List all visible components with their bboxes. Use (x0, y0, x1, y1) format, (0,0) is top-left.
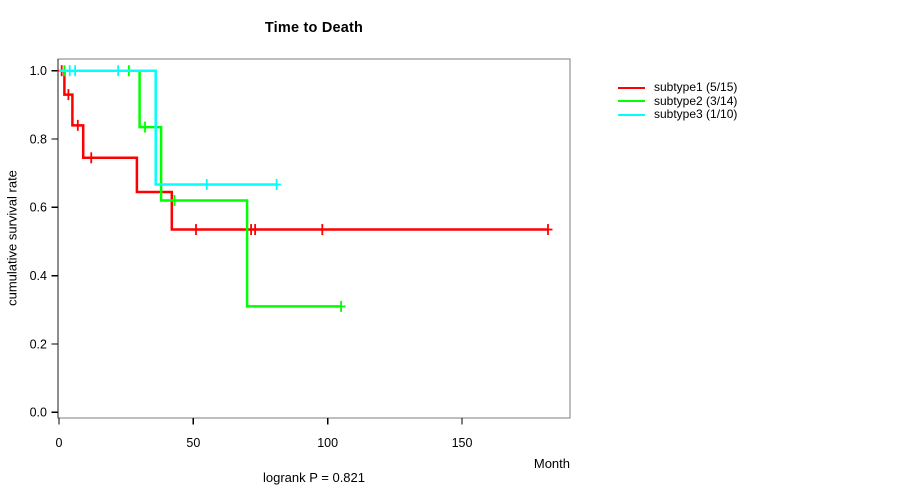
legend-label-subtype3: subtype3 (1/10) (654, 107, 738, 121)
y-axis-ticks: 0.0 0.2 0.4 0.6 0.8 1.0 (30, 64, 58, 420)
svg-text:50: 50 (186, 436, 200, 450)
plot-box (57, 58, 571, 419)
svg-text:0.8: 0.8 (30, 132, 47, 146)
survival-curve-1 (57, 65, 553, 236)
legend-swatch-subtype1 (618, 86, 645, 89)
svg-text:1.0: 1.0 (30, 64, 47, 78)
chart-title: Time to Death (264, 20, 364, 36)
svg-text:0.2: 0.2 (30, 337, 47, 351)
survival-curve-2 (59, 65, 346, 312)
survival-curve-3 (59, 65, 282, 190)
svg-text:0.4: 0.4 (30, 269, 47, 283)
x-axis-label: Month (533, 456, 570, 471)
svg-text:0: 0 (56, 436, 63, 450)
svg-text:0.6: 0.6 (30, 201, 47, 215)
legend-swatch-subtype3 (618, 113, 645, 116)
legend-item-subtype1: subtype1 (5/15) (618, 80, 738, 95)
legend-label-subtype1: subtype1 (5/15) (654, 80, 738, 94)
legend-item-subtype3: subtype3 (1/10) (618, 107, 738, 122)
legend: subtype1 (5/15) subtype2 (3/14) subtype3… (618, 80, 738, 122)
svg-text:0.0: 0.0 (30, 406, 47, 420)
svg-text:100: 100 (317, 436, 338, 450)
logrank-pvalue: logrank P = 0.821 (262, 470, 366, 485)
x-axis-ticks: 0 50 100 150 (56, 418, 473, 450)
legend-swatch-subtype2 (618, 100, 645, 103)
legend-label-subtype2: subtype2 (3/14) (654, 93, 738, 108)
legend-item-subtype2: subtype2 (3/14) (618, 93, 738, 109)
svg-text:150: 150 (452, 436, 473, 450)
